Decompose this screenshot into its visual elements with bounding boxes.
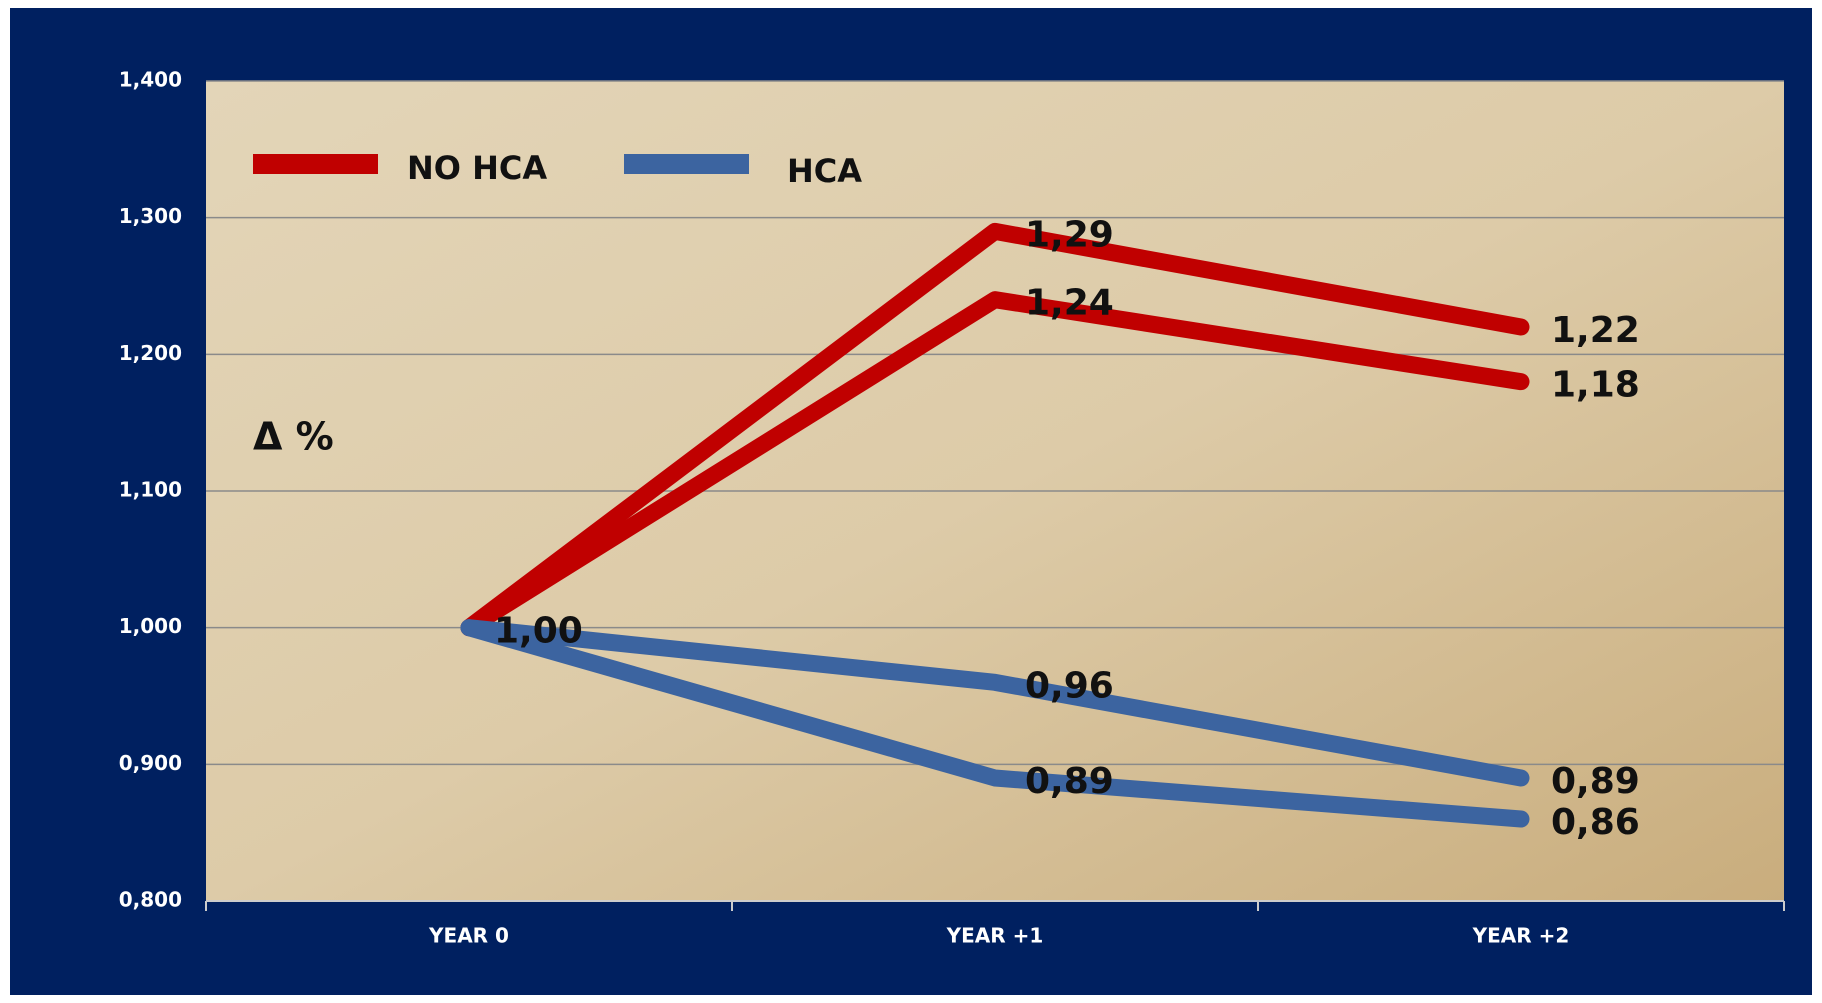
data-label: 1,00 <box>494 611 583 652</box>
y-tick-label: 1,200 <box>119 341 182 365</box>
data-label: 0,96 <box>1025 665 1114 706</box>
y-tick-label: 0,800 <box>119 888 182 912</box>
x-tick-label: YEAR +1 <box>946 924 1044 948</box>
data-label: 0,86 <box>1551 802 1640 843</box>
data-label: 1,29 <box>1025 214 1114 255</box>
legend-swatch <box>253 154 378 174</box>
legend-swatch <box>624 154 749 174</box>
legend-label: NO HCA <box>407 149 547 187</box>
data-label: 1,22 <box>1551 310 1640 351</box>
y-tick-label: 1,400 <box>119 68 182 92</box>
y-tick-label: 0,900 <box>119 751 182 775</box>
chart: Δ % 0,800 0,900 1,000 1,100 1,200 1,300 1,400 Y… <box>0 0 1822 1003</box>
data-label: 1,24 <box>1025 283 1114 324</box>
y-tick-label: 1,000 <box>119 614 182 638</box>
x-tick-label: YEAR +2 <box>1472 924 1570 948</box>
axis-annotation: Δ % <box>253 415 334 459</box>
data-label: 1,18 <box>1551 365 1640 406</box>
y-tick-label: 1,300 <box>119 204 182 228</box>
y-tick-label: 1,100 <box>119 478 182 502</box>
data-label: 0,89 <box>1025 761 1114 802</box>
data-label: 0,89 <box>1551 761 1640 802</box>
legend-label: HCA <box>787 152 862 190</box>
x-tick-label: YEAR 0 <box>428 924 509 948</box>
